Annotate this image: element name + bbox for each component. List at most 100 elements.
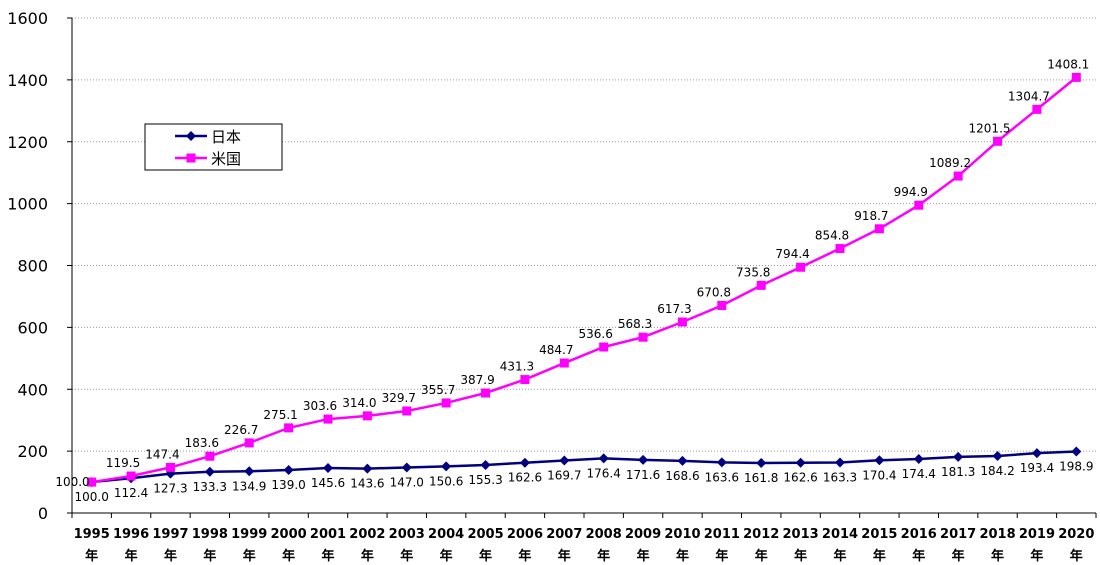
data-label-us: 617.3 [657, 302, 691, 316]
data-label-japan: 150.6 [429, 474, 463, 488]
data-point-0 [953, 451, 964, 462]
data-point-1 [756, 280, 766, 290]
data-label-japan: 127.3 [153, 482, 187, 496]
data-label-us: 329.7 [382, 391, 416, 405]
data-label-japan: 145.6 [311, 476, 345, 490]
data-point-1 [244, 438, 254, 448]
data-point-1 [717, 300, 727, 310]
data-point-1 [284, 423, 294, 433]
x-tick-label: 2006 年 [507, 527, 543, 564]
series-line-0 [91, 450, 1077, 484]
data-label-us: 183.6 [185, 436, 219, 450]
x-tick-label: 2013 年 [783, 527, 819, 564]
data-label-us: 275.1 [263, 408, 297, 422]
data-point-0 [716, 457, 727, 468]
data-point-1 [993, 136, 1003, 146]
data-point-1 [796, 262, 806, 272]
legend-marker [186, 153, 196, 163]
x-tick-label: 2014 年 [822, 527, 858, 564]
series-lines [86, 72, 1082, 488]
x-tick-label: 1999 年 [231, 527, 267, 564]
data-point-0 [1031, 448, 1042, 459]
x-tick-label: 2016 年 [901, 527, 937, 564]
data-label-us: 568.3 [618, 317, 652, 331]
data-label-japan: 184.2 [980, 464, 1014, 478]
gridlines [72, 17, 1096, 452]
x-tick-label: 2004 年 [428, 527, 464, 564]
x-tick-label: 2010 年 [664, 527, 700, 564]
data-point-1 [481, 388, 491, 398]
data-point-0 [756, 457, 767, 468]
data-label-us: 119.5 [106, 456, 140, 470]
data-point-1 [914, 200, 924, 210]
data-point-1 [402, 406, 412, 416]
x-tick-label: 2017 年 [940, 527, 976, 564]
x-tick-label: 2007 年 [546, 527, 582, 564]
data-label-us: 794.4 [775, 247, 809, 261]
data-point-0 [874, 455, 885, 466]
data-point-1 [874, 224, 884, 234]
data-label-us: 147.4 [145, 447, 179, 461]
data-label-us: 735.8 [736, 265, 770, 279]
data-point-1 [638, 332, 648, 342]
data-label-japan: 100.0 [75, 490, 109, 504]
data-point-1 [1032, 104, 1042, 114]
data-label-japan: 147.0 [390, 476, 424, 490]
x-tick-label: 1995 年 [74, 527, 110, 564]
x-tick-label: 2018 年 [979, 527, 1015, 564]
data-point-0 [244, 466, 255, 477]
data-label-japan: 198.9 [1059, 459, 1093, 473]
data-label-us: 355.7 [421, 383, 455, 397]
y-tick-label: 0 [38, 504, 48, 523]
data-point-1 [362, 411, 372, 421]
data-point-0 [795, 457, 806, 468]
data-label-us: 303.6 [303, 399, 337, 413]
data-label-japan: 112.4 [114, 486, 148, 500]
data-point-1 [323, 414, 333, 424]
data-label-us: 918.7 [854, 209, 888, 223]
data-point-0 [204, 466, 215, 477]
data-label-japan: 174.4 [902, 467, 936, 481]
y-tick-label: 800 [17, 257, 48, 276]
data-label-japan: 169.7 [547, 468, 581, 482]
x-tick-label: 1996 年 [113, 527, 149, 564]
series-line-1 [91, 76, 1078, 484]
data-label-us: 1201.5 [969, 121, 1011, 135]
y-tick-label: 200 [17, 442, 48, 461]
data-point-0 [598, 453, 609, 464]
x-tick-label: 2015 年 [861, 527, 897, 564]
y-tick-label: 1200 [7, 133, 48, 152]
data-point-0 [559, 455, 570, 466]
data-point-0 [1071, 446, 1082, 457]
data-label-japan: 162.6 [508, 471, 542, 485]
data-point-0 [480, 459, 491, 470]
data-label-us: 854.8 [815, 229, 849, 243]
data-point-1 [205, 451, 215, 461]
data-label-us: 387.9 [460, 373, 494, 387]
y-tick-label: 1400 [7, 71, 48, 90]
data-label-japan: 161.8 [744, 471, 778, 485]
data-label-us: 1304.7 [1008, 89, 1050, 103]
x-tick-label: 2002 年 [349, 527, 385, 564]
data-point-0 [519, 457, 530, 468]
data-point-0 [401, 462, 412, 473]
x-tick-label: 2020 年 [1058, 527, 1094, 564]
legend-label: 日本 [211, 128, 241, 146]
data-label-us: 431.3 [500, 360, 534, 374]
x-tick-label: 2009 年 [625, 527, 661, 564]
data-point-0 [677, 455, 688, 466]
legend-box [144, 123, 283, 171]
data-point-0 [362, 463, 373, 474]
y-tick-label: 600 [17, 318, 48, 337]
data-label-us: 994.9 [894, 185, 928, 199]
data-label-us: 1408.1 [1047, 57, 1089, 71]
x-tick-label: 1998 年 [192, 527, 228, 564]
data-label-japan: 139.0 [271, 478, 305, 492]
x-tick-label: 2001 年 [310, 527, 346, 564]
x-tick-label: 2012 年 [743, 527, 779, 564]
data-point-0 [283, 464, 294, 475]
data-point-1 [835, 244, 845, 254]
